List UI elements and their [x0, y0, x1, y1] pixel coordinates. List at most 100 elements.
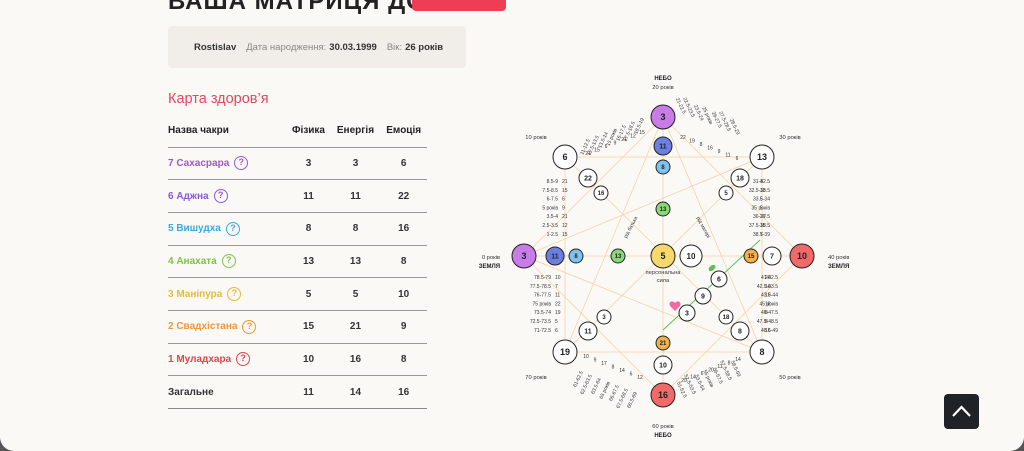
- chakra-table: Назва чакри Фізика Енергія Емоція 7 Саха…: [168, 114, 427, 409]
- node-bottom-left-3-shape: [596, 309, 612, 325]
- help-icon[interactable]: ?: [213, 189, 228, 204]
- father-line-label: рід батька: [623, 216, 639, 240]
- help-icon[interactable]: ?: [242, 319, 257, 334]
- physics-cell: 15: [286, 310, 331, 344]
- node-center-shape: [650, 243, 676, 269]
- help-icon[interactable]: ?: [225, 221, 240, 236]
- col-energy: Енергія: [330, 114, 381, 148]
- node-center-right-value: 10: [687, 252, 696, 261]
- energy-cell: 21: [330, 310, 381, 344]
- age-period: 37.5-38.5: [749, 223, 770, 229]
- age-period: 35 років: [752, 205, 771, 211]
- node-right: 10: [789, 243, 815, 269]
- chakra-name: 3 Маніпура: [168, 288, 223, 300]
- health-map-title: Карта здоров’я: [168, 91, 269, 107]
- heart-icon: [669, 301, 681, 311]
- node-top-left-shape: [552, 144, 578, 170]
- age-period: 43.5-44: [761, 293, 778, 299]
- physics-cell: 3: [286, 147, 331, 181]
- age-value: 9: [614, 141, 617, 147]
- age-value: 9: [562, 205, 565, 211]
- node-bottom-2-value: 10: [659, 363, 667, 370]
- emotion-cell: 6: [380, 147, 427, 181]
- label-right-age: 40 років: [828, 255, 849, 261]
- node-left-shape: [511, 243, 537, 269]
- node-right-2-shape: [762, 246, 782, 266]
- age-period: 32.5-33.5: [749, 188, 770, 194]
- age-period: 2.5-3.5: [542, 223, 558, 229]
- help-icon[interactable]: ?: [227, 287, 242, 302]
- node-bottom-right-3-shape: [718, 309, 734, 325]
- table-row: 6 Аджна? 11 11 22: [168, 179, 427, 213]
- chakra-name: 7 Сахасрара: [168, 157, 230, 169]
- emotion-cell: 10: [380, 277, 427, 311]
- hero-button[interactable]: [412, 0, 506, 11]
- table-row: 5 Вишудха? 8 8 16: [168, 212, 427, 246]
- chakra-name-cell: 4 Анахата?: [168, 245, 287, 279]
- mother-line-label: рід матері: [695, 216, 711, 239]
- help-icon[interactable]: ?: [221, 254, 236, 269]
- emotion-cell: 22: [380, 179, 427, 213]
- age-value: 15: [760, 223, 766, 229]
- node-center-top-value: 13: [660, 207, 667, 213]
- age-value: 21: [562, 179, 568, 185]
- node-bottom-right-value: 8: [759, 347, 764, 357]
- age-value: 19: [555, 310, 561, 316]
- age-value: 8: [765, 310, 768, 316]
- table-row-total: Загальне 11 14 16: [168, 375, 427, 409]
- help-icon[interactable]: ?: [236, 352, 251, 367]
- age-value: 6: [736, 156, 739, 162]
- age-value: 4: [760, 179, 763, 185]
- node-center-left-value: 13: [615, 254, 622, 260]
- age-value: 16: [707, 146, 713, 152]
- node-bottom-shape: [650, 382, 676, 408]
- node-top-left-3: 16: [593, 185, 609, 201]
- age-period: 6-7.5: [547, 197, 559, 203]
- node-center-left-shape: [610, 248, 626, 264]
- node-love-2-value: 9: [701, 294, 705, 301]
- age-value: 19: [689, 139, 695, 145]
- node-right-3: 15: [743, 248, 759, 264]
- age-value: 18: [760, 188, 766, 194]
- node-love-2-shape: [694, 287, 712, 305]
- node-left-3-shape: [568, 248, 584, 264]
- node-top-3-value: 8: [661, 165, 665, 171]
- scroll-to-top-button[interactable]: [944, 394, 979, 429]
- node-left-2: 11: [545, 246, 565, 266]
- col-chakra-name: Назва чакри: [168, 114, 287, 148]
- age-value: 21: [585, 151, 591, 157]
- label-bl-age: 70 років: [525, 375, 546, 381]
- node-bottom-right-shape: [749, 339, 775, 365]
- total-energy: 14: [330, 375, 381, 409]
- chakra-name-cell: 5 Вишудха?: [168, 212, 287, 246]
- age-value: 21: [562, 214, 568, 220]
- label-right-name: ЗЕМЛЯ: [828, 264, 849, 270]
- node-top-right-3: 5: [718, 185, 734, 201]
- birth-date-value: 30.03.1999: [329, 41, 377, 53]
- age-value: 11: [555, 293, 560, 299]
- age-value: 15: [562, 232, 568, 238]
- node-top-shape: [650, 104, 676, 130]
- age-period: 1-2.5: [547, 232, 559, 238]
- node-left-3-value: 8: [574, 254, 578, 260]
- table-header-row: Назва чакри Фізика Енергія Емоція: [168, 114, 427, 148]
- chakra-name: 1 Муладхара: [168, 353, 232, 365]
- age-value: 20: [760, 214, 766, 220]
- age-period: 72.5-73.5: [530, 319, 551, 325]
- label-top-name: НЕБО: [654, 76, 672, 82]
- help-icon[interactable]: ?: [234, 156, 249, 171]
- label-bottom-age: 60 років: [652, 424, 673, 430]
- node-bottom-right-3-value: 18: [723, 315, 730, 321]
- chakra-name: 5 Вишудха: [168, 223, 221, 235]
- chakra-name-cell: 3 Маніпура?: [168, 277, 287, 311]
- age-value: 10: [765, 284, 771, 290]
- age-value: 7: [760, 232, 763, 238]
- energy-cell: 8: [330, 212, 381, 246]
- node-top-right-3-value: 5: [724, 191, 728, 197]
- age-period: 76-77.5: [534, 293, 551, 299]
- node-top-3: 8: [655, 159, 671, 175]
- table-row: 1 Муладхара? 10 16 8: [168, 343, 427, 377]
- node-left-3: 8: [568, 248, 584, 264]
- age-value: 9: [718, 149, 721, 155]
- node-bottom: 16: [650, 382, 676, 408]
